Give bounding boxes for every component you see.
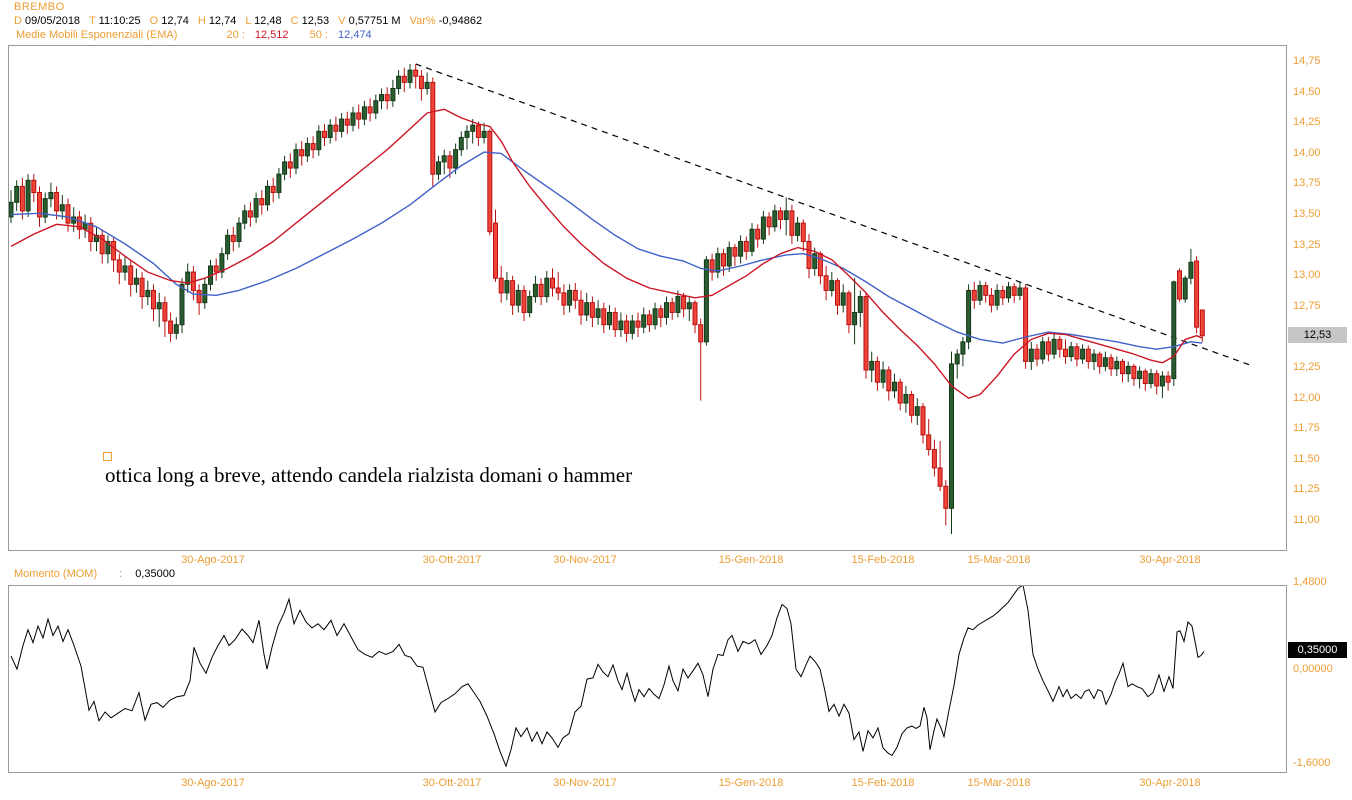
date-label: 15-Mar-2018 [967,777,1031,789]
price-tick-label: 13,50 [1293,208,1321,220]
momentum-date-axis: 30-Ago-2017 30-Ott-2017 30-Nov-2017 15-Gen-… [0,777,1352,791]
quote-field-v: V 0,57751 M [338,15,401,27]
momentum-tick-label: 1,4800 [1293,575,1327,588]
price-tick-label: 14,00 [1293,146,1321,159]
momentum-value-badge: 0,35000 [1288,642,1347,659]
momentum-current-value: 0,35000 [135,568,175,580]
price-chart-date-axis: 30-Ago-2017 30-Ott-2017 30-Nov-2017 15-Gen-… [0,554,1352,568]
date-label: 15-Gen-2018 [718,777,784,789]
ema-indicator-name: Medie Mobili Esponenziali (EMA) [16,29,178,41]
ema-legend: Medie Mobili Esponenziali (EMA) 20 : 12,… [16,29,372,41]
price-tick-label: 14,50 [1293,85,1321,98]
quote-field-h: H 12,74 [197,15,237,27]
symbol-title: BREMBO [14,1,65,13]
date-label: 30-Ott-2017 [422,777,482,789]
quote-field-l: L 12,48 [245,15,282,27]
price-tick-label: 12,00 [1293,391,1321,404]
momentum-tick-label: 0,00000 [1293,663,1333,675]
ema20-line [10,108,1203,399]
ema50-value: 12,474 [338,29,372,41]
price-tick-label: 13,00 [1293,269,1321,282]
ema20-label: 20 : [226,29,245,41]
quote-field-d: D 09/05/2018 [14,15,81,27]
price-tick-label: 12,25 [1293,361,1321,373]
price-chart-canvas[interactable] [9,46,1286,550]
momentum-header: Momento (MOM) : 0,35000 [14,568,175,580]
annotation-anchor-square[interactable] [103,452,112,461]
quote-field-t: T 11:10:25 [89,15,141,27]
ema50-line [10,151,1203,350]
date-label: 30-Nov-2017 [553,777,617,789]
momentum-chart-canvas[interactable] [9,586,1286,772]
price-tick-label: 12,75 [1293,299,1321,312]
date-label: 30-Nov-2017 [553,554,617,566]
date-label: 30-Apr-2018 [1139,554,1201,566]
momentum-separator: : [119,568,123,580]
last-price-badge: 12,53 [1288,326,1347,343]
candles-layer [9,64,1205,535]
momentum-chart-panel[interactable] [8,585,1287,773]
date-label: 15-Gen-2018 [718,554,784,566]
momentum-tick-label: -1,6000 [1293,757,1331,770]
quote-field-c: C 12,53 [290,15,330,27]
price-tick-label: 13,75 [1293,177,1321,190]
trendline [415,63,1254,367]
date-label: 30-Ago-2017 [181,777,245,789]
quote-field-var: Var% -0,94862 [409,15,483,27]
price-chart-panel[interactable] [8,45,1287,551]
date-label: 30-Apr-2018 [1139,777,1201,789]
ohlc-readout: D 09/05/2018 T 11:10:25 O 12,74 H 12,74 L 12… [5,15,482,27]
momentum-line [10,586,1205,768]
price-tick-label: 13,25 [1293,238,1321,251]
price-tick-label: 11,00 [1293,514,1320,526]
date-label: 30-Ott-2017 [422,554,482,566]
price-tick-label: 14,75 [1293,55,1321,67]
date-label: 15-Mar-2018 [967,554,1031,566]
date-label: 15-Feb-2018 [851,554,915,566]
quote-header: BREMBO D 09/05/2018 T 11:10:25 O 12,74 H 12… [0,0,1352,44]
price-tick-label: 11,25 [1293,483,1320,496]
price-tick-label: 14,25 [1293,116,1321,129]
quote-field-o: O 12,74 [149,15,189,27]
price-tick-label: 11,75 [1293,422,1320,435]
date-label: 15-Feb-2018 [851,777,915,789]
ema20-value: 12,512 [254,29,289,41]
price-tick-label: 11,50 [1293,452,1320,465]
ema50-label: 50 : [309,29,328,41]
date-label: 30-Ago-2017 [181,554,245,566]
chart-annotation-text[interactable]: ottica long a breve, attendo candela ria… [105,463,633,487]
momentum-indicator-name: Momento (MOM) [14,568,98,580]
